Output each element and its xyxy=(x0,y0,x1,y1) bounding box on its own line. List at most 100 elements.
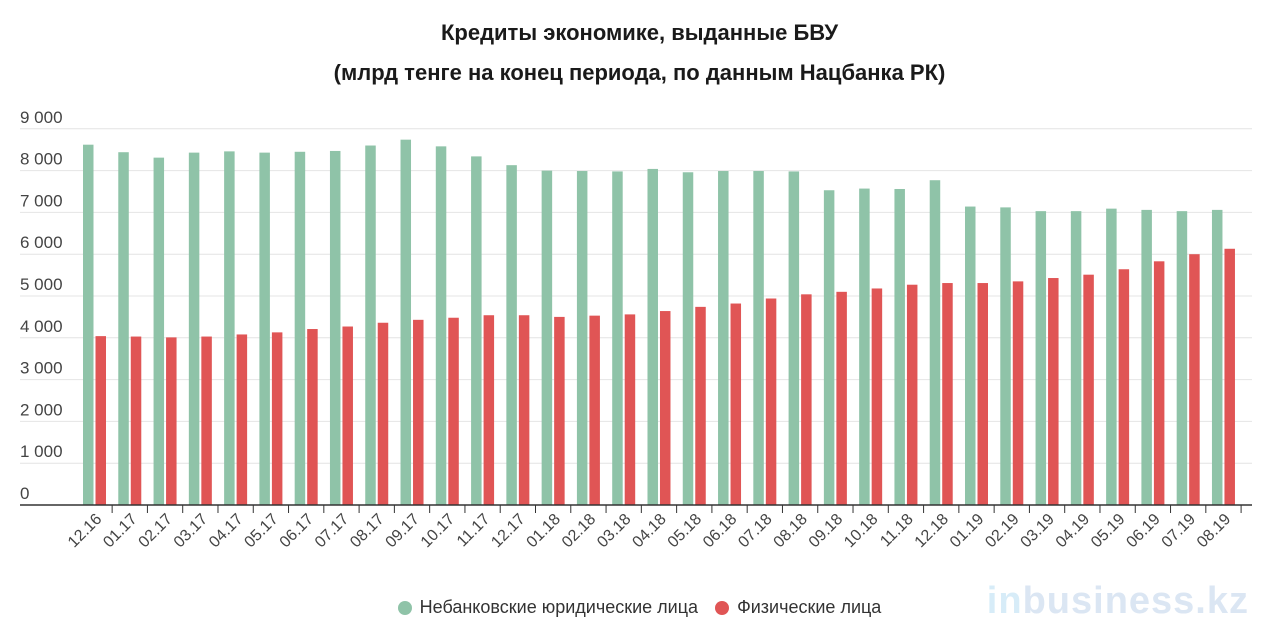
bar-individuals xyxy=(1224,248,1235,506)
bar-legal-entities xyxy=(1176,211,1188,505)
bar-legal-entities xyxy=(859,188,870,505)
bar-individuals xyxy=(836,291,847,505)
bar-individuals xyxy=(942,283,953,505)
y-tick-label: 6 000 xyxy=(20,233,63,252)
bar-legal-entities xyxy=(894,188,905,505)
x-tick-label: 05.19 xyxy=(1088,511,1128,551)
bar-legal-entities xyxy=(259,152,270,505)
bar-individuals xyxy=(236,334,248,505)
legend-item-legal-entities: Небанковские юридические лица xyxy=(397,597,699,618)
y-tick-label: 0 xyxy=(20,484,29,503)
bar-legal-entities xyxy=(823,190,835,505)
x-tick-label: 01.17 xyxy=(100,511,140,551)
bar-individuals xyxy=(1012,281,1024,505)
y-tick-label: 2 000 xyxy=(20,400,63,419)
bar-legal-entities xyxy=(788,171,800,505)
x-tick-label: 02.18 xyxy=(559,511,599,551)
x-tick-label: 12.18 xyxy=(912,511,952,551)
bar-legal-entities xyxy=(929,180,941,506)
x-tick-label: 01.19 xyxy=(947,511,987,551)
bar-individuals xyxy=(906,284,918,505)
x-tick-label: 09.18 xyxy=(806,511,846,551)
y-tick-label: 4 000 xyxy=(20,317,63,336)
bar-individuals xyxy=(554,316,565,505)
x-tick-label: 05.18 xyxy=(665,511,705,551)
x-tick-label: 11.17 xyxy=(454,511,494,551)
bar-individuals xyxy=(271,332,283,505)
watermark-rest: business.kz xyxy=(1022,580,1249,622)
x-tick-label: 02.19 xyxy=(982,511,1022,551)
chart-title: Кредиты экономике, выданные БВУ xyxy=(440,20,839,45)
bar-individuals xyxy=(201,336,212,505)
bar-legal-entities xyxy=(471,156,482,505)
legend-label-legal-entities: Небанковские юридические лица xyxy=(419,597,699,617)
y-tick-label: 3 000 xyxy=(20,359,63,378)
bar-individuals xyxy=(695,306,706,505)
bar-legal-entities xyxy=(83,144,94,505)
bar-legal-entities xyxy=(612,171,623,505)
bar-legal-entities xyxy=(576,171,588,505)
bar-legal-entities xyxy=(188,152,200,505)
bar-legal-entities xyxy=(118,152,129,505)
y-tick-label: 1 000 xyxy=(20,442,63,461)
x-tick-label: 05.17 xyxy=(241,511,281,551)
chart-subtitle: (млрд тенге на конец периода, по данным … xyxy=(333,60,946,85)
bar-legal-entities xyxy=(1035,211,1047,505)
bar-legal-entities xyxy=(1000,207,1011,505)
x-tick-label: 11.18 xyxy=(877,511,917,551)
y-tick-label: 7 000 xyxy=(20,191,63,210)
legend: Небанковские юридические лица Физические… xyxy=(0,597,1279,620)
bar-legal-entities xyxy=(682,172,694,505)
bar-individuals xyxy=(624,314,636,505)
inbusiness-logo: inbusiness.kz xyxy=(987,580,1249,623)
bar-legal-entities xyxy=(1211,209,1223,505)
x-tick-label: 04.19 xyxy=(1053,511,1093,551)
y-tick-label: 8 000 xyxy=(20,150,63,169)
x-tick-label: 03.19 xyxy=(1018,511,1058,551)
bar-legal-entities xyxy=(224,151,235,505)
bar-legal-entities xyxy=(400,139,412,505)
x-tick-label: 12.17 xyxy=(488,511,528,551)
y-tick-label: 9 000 xyxy=(20,108,63,127)
x-tick-label: 08.19 xyxy=(1194,511,1234,551)
x-tick-label: 09.17 xyxy=(383,511,423,551)
bar-legal-entities xyxy=(365,145,376,505)
x-tick-label: 07.18 xyxy=(735,511,775,551)
x-tick-label: 10.17 xyxy=(418,511,458,551)
bar-legal-entities xyxy=(753,171,764,505)
x-tick-label: 01.18 xyxy=(524,511,564,551)
bar-individuals xyxy=(730,303,742,505)
bar-legal-entities xyxy=(1106,208,1117,505)
x-tick-label: 03.17 xyxy=(171,511,211,551)
bar-legal-entities xyxy=(1070,211,1082,505)
bar-individuals xyxy=(1153,261,1165,505)
bar-legal-entities xyxy=(541,170,553,505)
bar-legal-entities xyxy=(647,168,658,506)
bar-individuals xyxy=(801,294,812,505)
bar-individuals xyxy=(1189,254,1200,505)
x-tick-label: 02.17 xyxy=(136,511,176,551)
bar-legal-entities xyxy=(435,146,447,505)
x-tick-label: 08.18 xyxy=(771,511,811,551)
bar-legal-entities xyxy=(153,157,165,505)
bar-individuals xyxy=(307,329,318,505)
bar-legal-entities xyxy=(1141,209,1152,505)
x-tick-label: 12.16 xyxy=(65,511,105,551)
bar-legal-entities xyxy=(329,150,341,506)
bar-individuals xyxy=(765,298,777,505)
x-tick-label: 04.17 xyxy=(206,511,246,551)
bar-individuals xyxy=(977,283,988,505)
bar-individuals xyxy=(483,315,495,505)
x-tick-label: 03.18 xyxy=(594,511,634,551)
bar-legal-entities xyxy=(965,206,976,505)
x-tick-label: 10.18 xyxy=(841,511,881,551)
bar-individuals xyxy=(95,336,106,505)
legend-label-individuals: Физические лица xyxy=(737,597,882,617)
x-tick-label: 06.18 xyxy=(700,511,740,551)
bar-individuals xyxy=(1118,269,1130,505)
bar-individuals xyxy=(413,319,424,505)
x-tick-label: 06.19 xyxy=(1123,511,1163,551)
x-tick-label: 04.18 xyxy=(629,511,669,551)
bar-individuals xyxy=(448,317,459,505)
watermark-prefix: in xyxy=(986,580,1023,622)
